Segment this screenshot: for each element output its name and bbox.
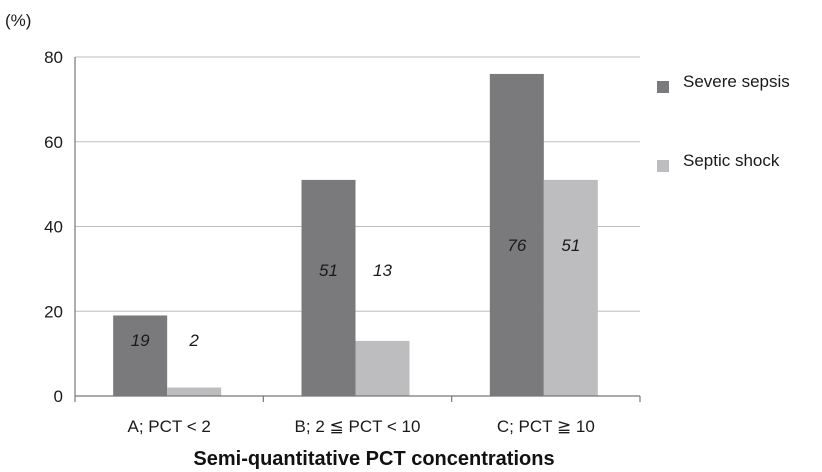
y-unit-label: (%) (5, 11, 31, 30)
x-axis-title: Semi-quantitative PCT concentrations (193, 448, 554, 470)
bar-severe-sepsis-2 (489, 73, 544, 396)
legend-label-septic-shock: Septic shock (683, 151, 780, 170)
data-label-severe-sepsis-0: 19 (131, 331, 150, 350)
bars: 19 2 51 13 76 51 (113, 73, 598, 396)
x-category-label-1: B; 2 ≦ PCT < 10 (295, 417, 421, 436)
data-label-septic-shock-1: 13 (373, 261, 392, 280)
bar-septic-shock-0 (167, 387, 222, 396)
legend-swatch-septic-shock (657, 160, 669, 172)
bar-septic-shock-2 (543, 179, 598, 396)
data-label-severe-sepsis-1: 51 (319, 261, 338, 280)
x-axis-categories: A; PCT < 2 B; 2 ≦ PCT < 10 C; PCT ≧ 10 (128, 417, 595, 436)
data-label-severe-sepsis-2: 76 (507, 236, 526, 255)
y-tick-label-0: 0 (54, 387, 63, 406)
data-label-septic-shock-0: 2 (188, 331, 199, 350)
y-axis-ticks: 0 20 40 60 80 (44, 48, 63, 406)
x-category-label-0: A; PCT < 2 (128, 417, 211, 436)
y-tick-label-60: 60 (44, 133, 63, 152)
y-tick-label-40: 40 (44, 218, 63, 237)
bar-severe-sepsis-1 (301, 179, 356, 396)
bar-septic-shock-1 (355, 340, 410, 396)
legend-label-severe-sepsis: Severe sepsis (683, 72, 790, 91)
axes (74, 57, 641, 402)
y-tick-label-80: 80 (44, 48, 63, 67)
x-category-label-2: C; PCT ≧ 10 (497, 417, 595, 436)
legend-swatch-severe-sepsis (657, 81, 669, 93)
y-tick-label-20: 20 (44, 302, 63, 321)
legend: Severe sepsis Septic shock (657, 72, 790, 172)
bar-severe-sepsis-0 (113, 315, 168, 396)
data-label-septic-shock-2: 51 (561, 236, 580, 255)
